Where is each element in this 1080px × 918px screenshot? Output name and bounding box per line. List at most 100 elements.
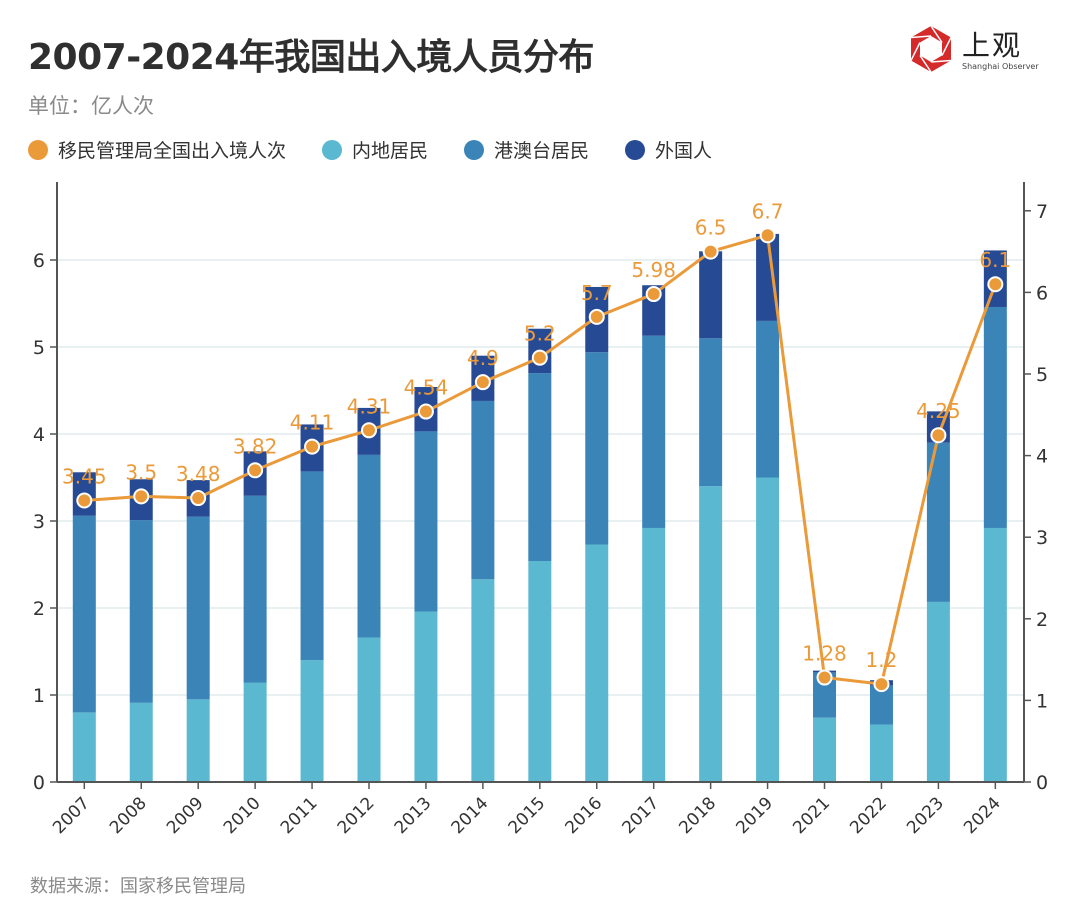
bar-segment-mainland <box>243 682 267 782</box>
left-tick-label: 2 <box>33 598 45 620</box>
bar-segment-hmt <box>528 373 552 562</box>
bar-segment-hmt <box>926 442 950 602</box>
bar-segment-mainland <box>699 486 723 782</box>
right-tick-label: 0 <box>1036 772 1048 794</box>
bar-segment-mainland <box>357 637 381 782</box>
total-point <box>247 462 264 479</box>
bar-segment-mainland <box>528 561 552 782</box>
total-point <box>588 308 605 325</box>
total-line <box>76 227 1004 693</box>
x-tick-label: 2011 <box>277 793 322 838</box>
x-tick-label: 2022 <box>846 793 891 838</box>
bar-segment-mainland <box>983 527 1007 782</box>
total-point <box>76 492 93 509</box>
total-data-label: 4.9 <box>467 346 499 370</box>
bar-segment-foreign <box>756 233 780 321</box>
right-tick-label: 4 <box>1036 446 1048 468</box>
total-data-label: 4.31 <box>347 394 392 418</box>
bar-segment-hmt <box>414 431 438 612</box>
bar-segment-hmt <box>699 338 723 487</box>
right-tick-label: 1 <box>1036 690 1048 712</box>
x-tick-label: 2014 <box>448 793 493 838</box>
total-point <box>987 276 1004 293</box>
x-tick-label: 2018 <box>675 793 720 838</box>
x-tick-label: 2017 <box>619 793 664 838</box>
legend-marker-foreign <box>625 139 646 160</box>
chart-title: 2007-2024年我国出入境人员分布 <box>28 37 594 78</box>
total-point <box>645 286 662 303</box>
bar-segment-hmt <box>72 515 96 713</box>
right-tick-label: 2 <box>1036 609 1048 631</box>
bar-segment-hmt <box>129 520 153 703</box>
right-tick-label: 7 <box>1036 201 1048 223</box>
right-tick-label: 3 <box>1036 527 1048 549</box>
bar-segment-hmt <box>300 471 324 661</box>
total-point <box>361 422 377 439</box>
bar-segment-hmt <box>756 320 780 478</box>
unit-label: 单位：亿人次 <box>28 94 154 118</box>
bar-segment-mainland <box>72 712 96 782</box>
legend-item-total: 移民管理局全国出入境人次 <box>28 136 286 163</box>
bar-segment-mainland <box>186 699 210 782</box>
total-point <box>759 227 776 244</box>
x-tick-label: 2021 <box>789 793 834 838</box>
legend-marker-mainland <box>322 139 343 160</box>
total-point <box>190 490 207 507</box>
total-point <box>417 403 434 420</box>
left-tick-label: 4 <box>33 424 45 446</box>
total-point <box>702 243 719 260</box>
bar-segment-foreign <box>699 251 723 339</box>
legend-marker-total <box>28 139 48 160</box>
bar-segment-mainland <box>642 527 666 782</box>
x-tick-label: 2015 <box>505 793 550 838</box>
left-tick-label: 1 <box>33 685 45 707</box>
total-point <box>133 488 150 505</box>
legend-item-foreign: 外国人 <box>625 136 712 163</box>
total-point <box>474 374 491 391</box>
bar-segment-hmt <box>357 454 381 638</box>
bar-segment-mainland <box>756 477 780 782</box>
total-data-label: 1.28 <box>802 642 847 666</box>
bar-segment-mainland <box>869 724 893 782</box>
bar-segment-mainland <box>129 702 153 782</box>
legend-label-foreign: 外国人 <box>655 140 713 162</box>
x-tick-label: 2016 <box>562 793 607 838</box>
right-tick-label: 6 <box>1036 282 1048 304</box>
x-tick-label: 2010 <box>220 793 265 838</box>
x-tick-label: 2008 <box>106 793 151 838</box>
bar-segment-mainland <box>471 579 495 782</box>
bar-segment-hmt <box>585 352 609 545</box>
bar-segment-mainland <box>414 611 438 782</box>
total-point <box>304 438 321 455</box>
left-tick-label: 3 <box>33 511 45 533</box>
bar-segment-mainland <box>926 601 950 782</box>
bar-segment-hmt <box>813 672 837 718</box>
logo-subtitle: Shanghai Observer <box>962 62 1039 71</box>
x-tick-label: 2007 <box>49 793 94 838</box>
x-tick-label: 2009 <box>163 793 208 838</box>
left-tick-label: 0 <box>33 772 45 794</box>
total-point <box>816 669 833 686</box>
x-tick-label: 2013 <box>391 793 436 838</box>
total-data-label: 5.7 <box>581 281 613 305</box>
legend-item-hmt: 港澳台居民 <box>464 136 589 163</box>
bar-segment-hmt <box>186 516 210 700</box>
legend-label-mainland: 内地居民 <box>352 140 429 162</box>
shanghai-observer-logo: 上观 Shanghai Observer <box>906 22 1046 78</box>
data-labels: 3.45 3.5 3.48 3.82 4.11 4.31 4.54 4.9 5.2 5.7 5.98… <box>62 199 1011 672</box>
aperture-logo-icon <box>910 25 952 73</box>
legend: 移民管理局全国出入境人次 内地居民 港澳台居民 外国人 <box>28 136 748 163</box>
x-tick-label: 2019 <box>732 793 777 838</box>
total-data-label: 5.2 <box>524 322 556 346</box>
legend-marker-hmt <box>464 139 485 160</box>
left-tick-label: 5 <box>33 337 45 359</box>
total-data-label: 3.82 <box>233 434 278 458</box>
legend-label-total: 移民管理局全国出入境人次 <box>58 140 287 162</box>
bar-segment-mainland <box>813 717 837 782</box>
logo-text: 上观 <box>962 29 1023 62</box>
legend-item-mainland: 内地居民 <box>322 136 428 163</box>
total-data-label: 6.1 <box>979 248 1011 272</box>
bar-segment-mainland <box>585 544 609 782</box>
total-data-label: 1.2 <box>866 648 898 672</box>
